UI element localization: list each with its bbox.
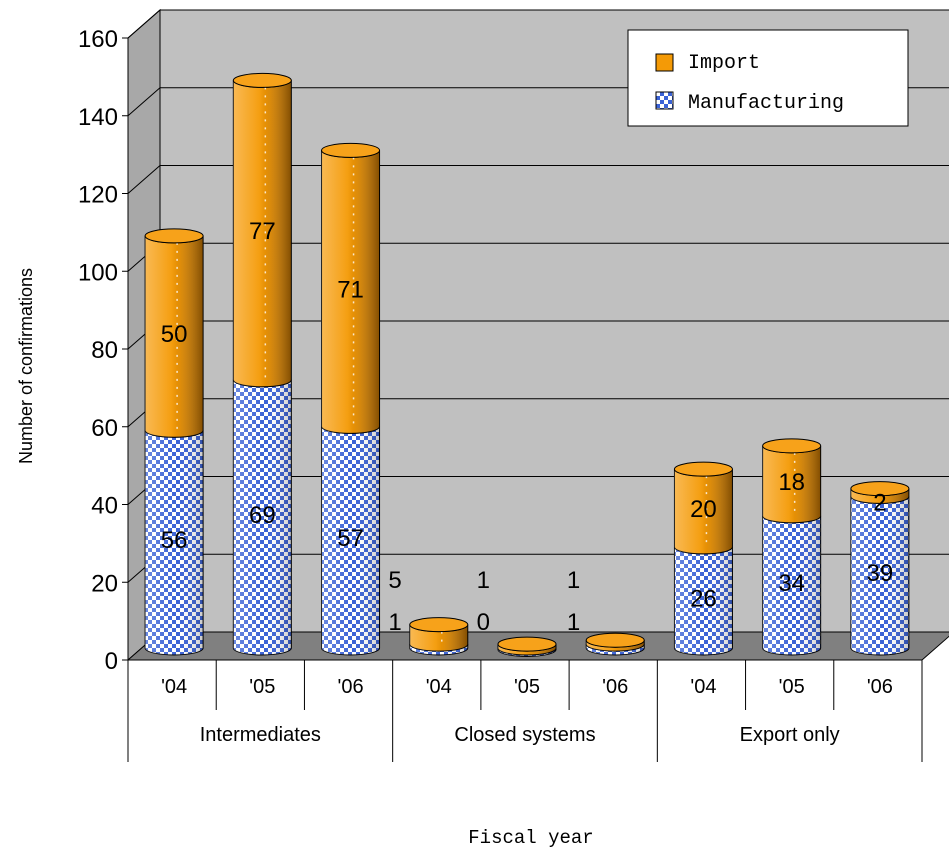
y-tick-label: 40 xyxy=(91,493,118,520)
x-tick-label: '04 xyxy=(690,676,716,698)
y-tick-label: 60 xyxy=(91,415,118,442)
x-axis: '04 '05 '06 '04 '05 '06 '04 '05 '06 Intermediates… xyxy=(127,660,923,762)
bar-segment-import xyxy=(144,235,204,438)
data-label-import: 5 xyxy=(388,567,401,594)
y-tick-label: 80 xyxy=(91,337,118,364)
bar-segment-manufacturing xyxy=(673,546,733,656)
x-tick-label: '05 xyxy=(249,676,275,698)
bar-stack xyxy=(144,228,204,656)
data-label-manufacturing: 56 xyxy=(161,527,188,554)
data-label-import: 1 xyxy=(567,567,580,594)
bar-segment-manufacturing xyxy=(762,515,822,656)
bar-segment-import xyxy=(409,624,469,652)
x-tick-label: '05 xyxy=(514,676,540,698)
bar-cap xyxy=(673,461,733,477)
group-label: Closed systems xyxy=(454,724,595,746)
legend: Import Manufacturing xyxy=(627,29,909,127)
data-label-import: 1 xyxy=(477,567,490,594)
x-tick-label: '04 xyxy=(161,676,187,698)
bar-segment-import xyxy=(232,80,292,388)
bar-segment-import xyxy=(673,469,733,555)
legend-swatch-manufacturing xyxy=(655,91,674,110)
bar-stack xyxy=(673,461,733,656)
bar-stack xyxy=(321,142,381,656)
x-tick-label: '06 xyxy=(867,676,893,698)
bar-segment-manufacturing xyxy=(232,379,292,656)
legend-swatch-import xyxy=(655,53,674,72)
x-tick-label: '06 xyxy=(602,676,628,698)
y-tick-label: 160 xyxy=(78,26,118,53)
data-label-manufacturing: 1 xyxy=(567,609,580,636)
bar-cap xyxy=(232,72,292,88)
y-tick-label: 100 xyxy=(78,259,118,286)
legend-label-import: Import xyxy=(688,52,760,75)
x-tick-label: '04 xyxy=(426,676,452,698)
bar-cap xyxy=(144,228,204,244)
bar-segment-import xyxy=(321,150,381,434)
y-tick-label: 140 xyxy=(78,104,118,131)
bar-stack xyxy=(409,617,469,656)
bars xyxy=(144,72,910,657)
bar-cap xyxy=(409,617,469,633)
bar-segment-manufacturing xyxy=(321,426,381,656)
bar-segment-manufacturing xyxy=(850,496,910,656)
group-label: Intermediates xyxy=(200,724,321,746)
x-tick-label: '06 xyxy=(338,676,364,698)
data-label-manufacturing: 57 xyxy=(337,525,364,552)
data-label-manufacturing: 0 xyxy=(477,609,490,636)
data-label-manufacturing: 1 xyxy=(388,609,401,636)
bar-cap xyxy=(850,481,910,497)
data-label-manufacturing: 26 xyxy=(690,585,717,612)
bar-segment-import xyxy=(762,445,822,524)
y-tick-label: 20 xyxy=(91,570,118,597)
legend-item-manufacturing: Manufacturing xyxy=(655,91,844,115)
legend-box xyxy=(627,29,909,127)
bar-stack xyxy=(497,636,557,657)
x-tick-label: '05 xyxy=(779,676,805,698)
y-tick-label: 120 xyxy=(78,182,118,209)
y-axis-title: Number of confirmations xyxy=(16,268,36,464)
bar-stack xyxy=(850,481,910,656)
y-tick-label: 0 xyxy=(105,648,118,675)
data-label-import: 18 xyxy=(778,469,805,496)
x-axis-title: Fiscal year xyxy=(468,827,593,849)
data-label-manufacturing: 39 xyxy=(867,560,894,587)
bar-stack xyxy=(762,438,822,656)
bar-cap xyxy=(497,636,557,652)
data-label-manufacturing: 34 xyxy=(778,570,805,597)
data-label-import: 77 xyxy=(249,218,276,245)
data-label-import: 71 xyxy=(337,276,364,303)
bar-stack xyxy=(232,72,292,656)
legend-label-manufacturing: Manufacturing xyxy=(688,92,844,115)
group-label: Export only xyxy=(740,724,840,746)
gridline xyxy=(127,9,949,39)
gridline xyxy=(127,165,949,194)
bar-segment-manufacturing xyxy=(144,430,204,656)
data-label-import: 20 xyxy=(690,496,717,523)
data-label-manufacturing: 69 xyxy=(249,502,276,529)
y-axis: 0 20 40 60 80 100 120 140 160 xyxy=(78,26,129,675)
data-label-import: 50 xyxy=(161,321,188,348)
bar-cap xyxy=(585,632,645,648)
data-label-import: 2 xyxy=(873,490,886,517)
bar-stack xyxy=(585,632,645,656)
legend-item-import: Import xyxy=(655,52,760,75)
bar-cap xyxy=(762,438,822,454)
bar-cap xyxy=(321,142,381,158)
